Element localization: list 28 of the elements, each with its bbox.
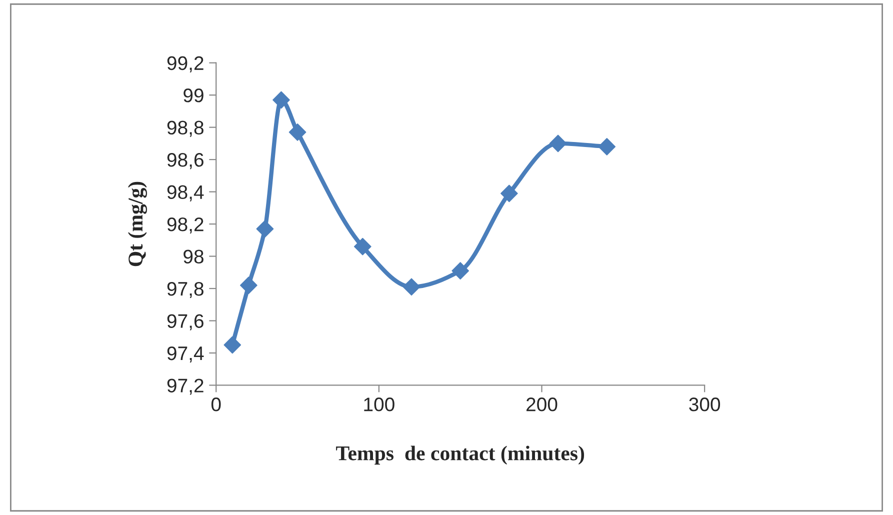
y-tick-label: 97,6	[167, 314, 204, 330]
point	[549, 134, 567, 152]
y-tick-label: 98,6	[167, 153, 204, 170]
y-tick-label: 98,4	[167, 185, 204, 202]
x-tick-label: 0	[211, 398, 221, 412]
x-axis-title: Temps de contact (minutes)	[336, 446, 584, 465]
y-tick-label: 98	[184, 250, 204, 264]
point	[272, 91, 290, 109]
point	[256, 220, 274, 238]
y-tick-label: 97,8	[167, 282, 204, 298]
x-tick-label: 200	[526, 398, 558, 412]
point	[224, 336, 242, 354]
point	[500, 184, 518, 202]
point	[452, 262, 470, 280]
y-tick-label: 99,2	[167, 56, 204, 72]
point	[288, 123, 306, 141]
x-tick-label: 100	[364, 398, 394, 412]
y-tick-label: 97,4	[167, 346, 204, 363]
point	[354, 238, 372, 256]
y-tick-label: 97,2	[167, 378, 204, 395]
y-tick-label: 99	[184, 88, 204, 102]
y-axis-title: Qt (mg/g)	[128, 182, 148, 266]
point	[402, 278, 420, 296]
x-tick-label: 300	[689, 398, 720, 412]
y-tick-label: 98,8	[167, 120, 204, 137]
point	[240, 276, 258, 294]
y-tick-label: 98,2	[167, 217, 204, 234]
point	[598, 138, 616, 156]
